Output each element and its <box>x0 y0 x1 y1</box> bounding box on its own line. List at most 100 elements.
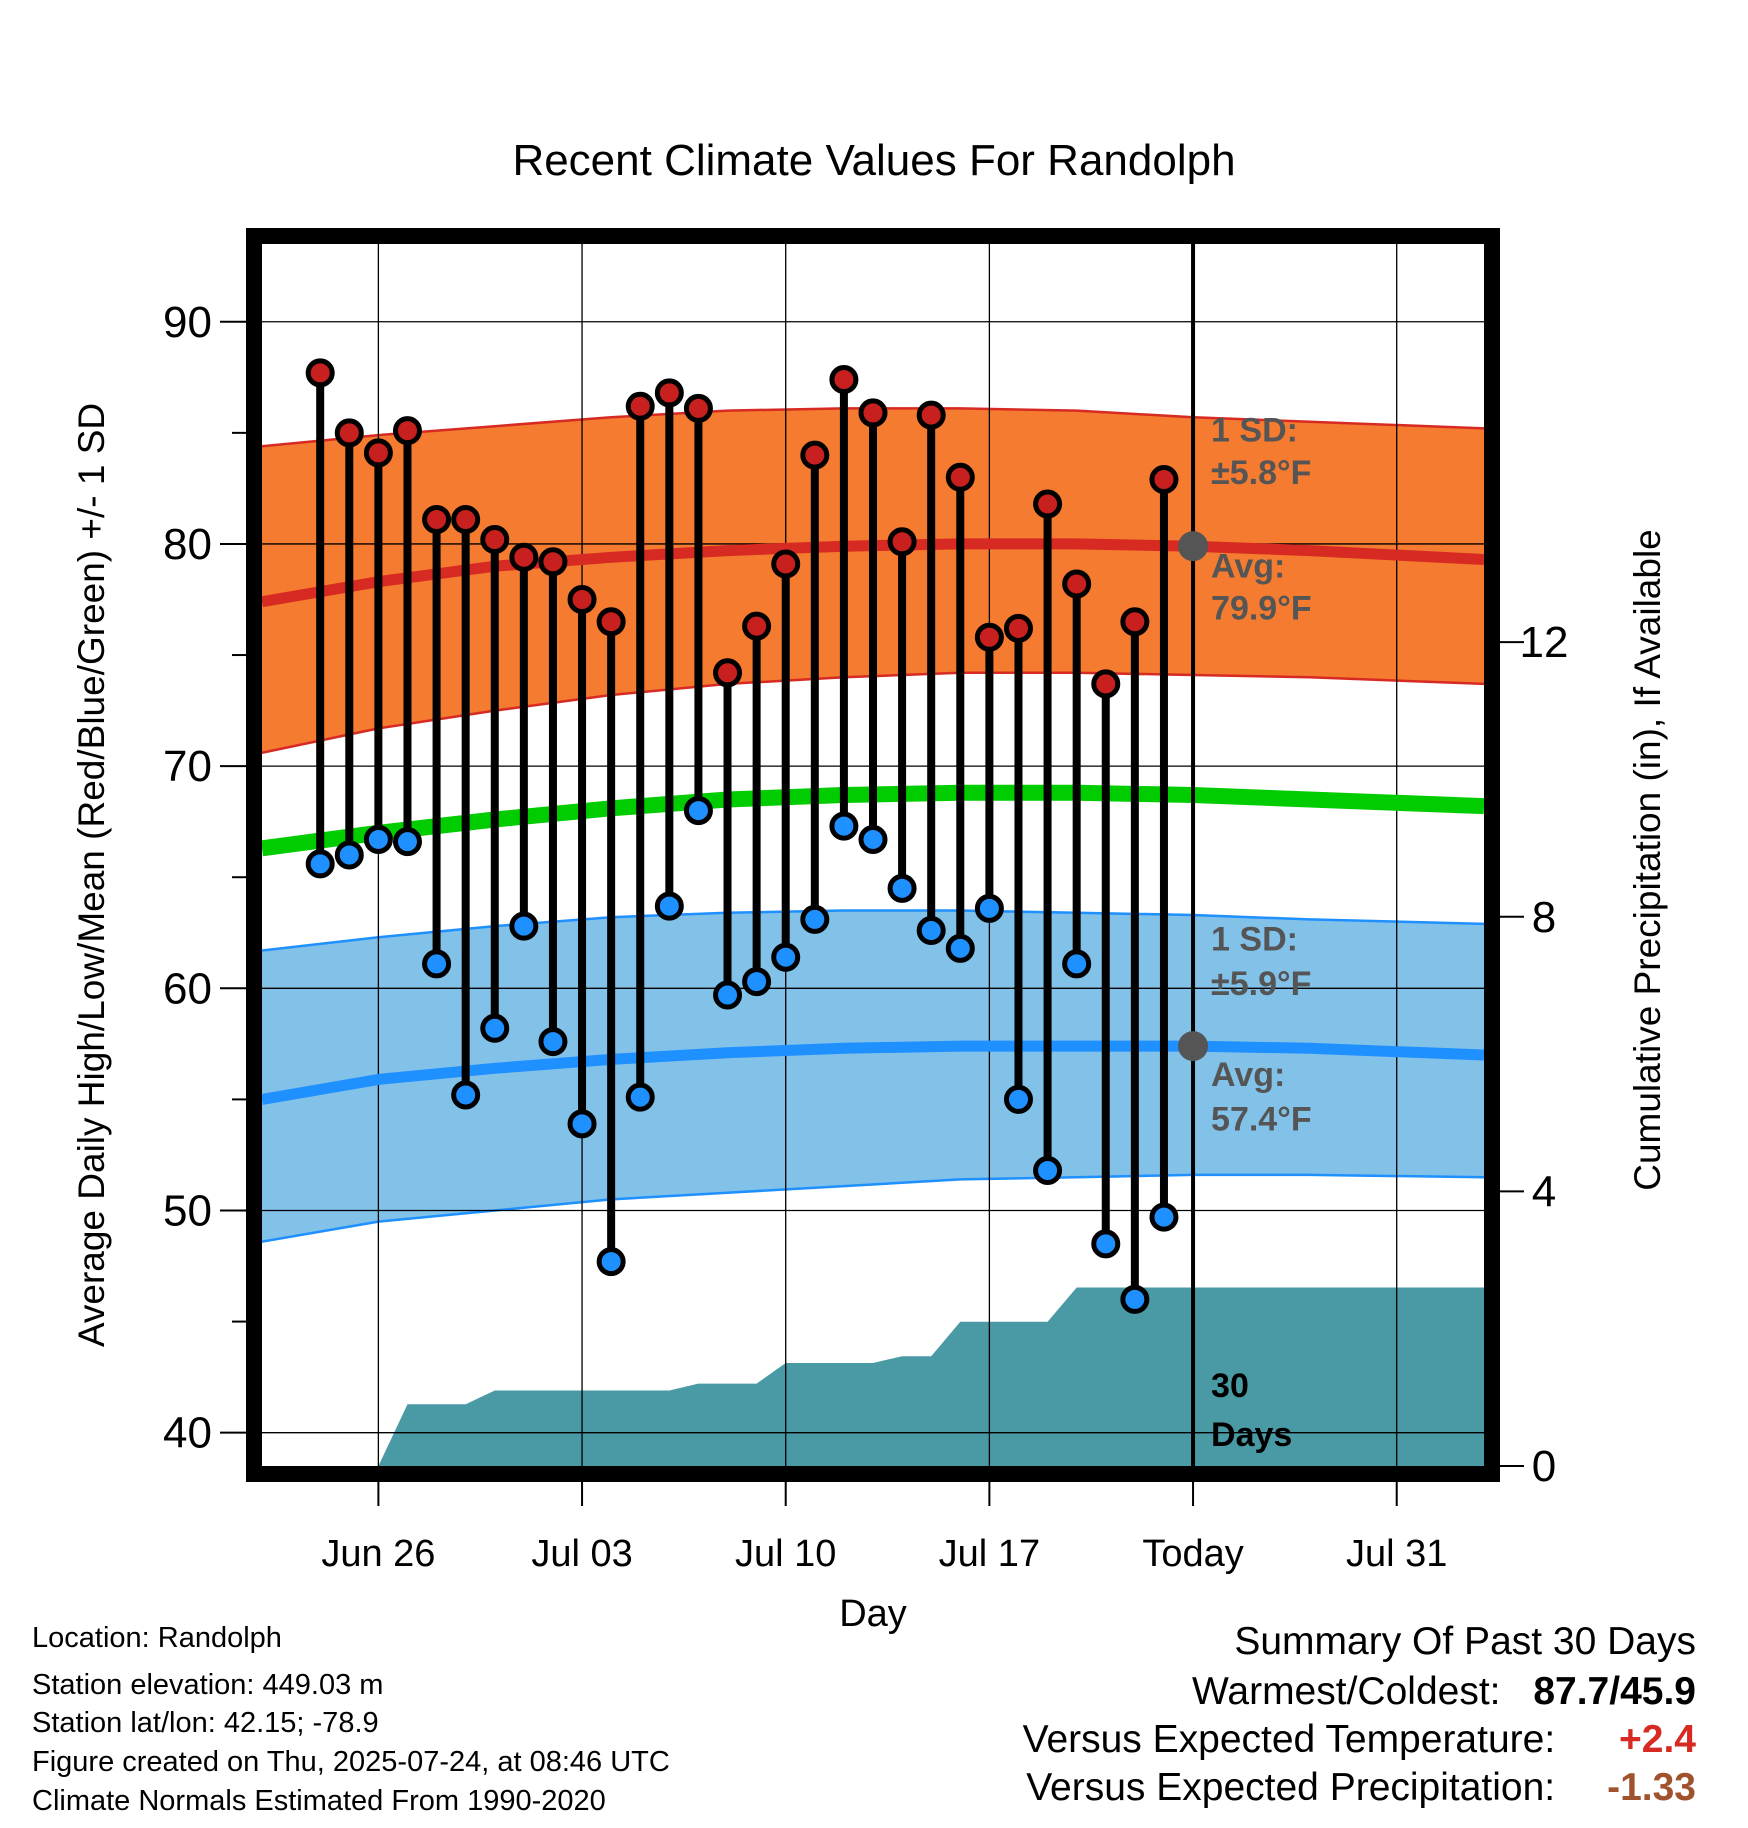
y2-tick-label: 8 <box>1532 893 1556 942</box>
daily-low-point <box>305 849 335 879</box>
daily-low-point <box>916 916 946 946</box>
daily-high-point <box>334 418 364 448</box>
daily-high-point <box>974 622 1004 652</box>
footer-normals: Climate Normals Estimated From 1990-2020 <box>32 1785 606 1817</box>
daily-low-point <box>1149 1202 1179 1232</box>
daily-high-point <box>654 378 684 408</box>
daily-low-point <box>567 1109 597 1139</box>
low-band-upper-edge <box>262 909 1484 952</box>
daily-low-point <box>1091 1229 1121 1259</box>
daily-high-point <box>1003 613 1033 643</box>
summary-temp-row: Versus Expected Temperature: +2.4 <box>1023 1718 1696 1762</box>
daily-high-point <box>509 542 539 572</box>
daily-high-point <box>363 438 393 468</box>
y2-axis-label: Cumulative Precipitation (in), If Availa… <box>1627 529 1668 1191</box>
daily-high-point <box>567 584 597 614</box>
plot-content <box>262 244 1484 1466</box>
y2-tick-label: 4 <box>1532 1167 1556 1216</box>
summary-temp-label: Versus Expected Temperature: <box>1022 1718 1556 1761</box>
daily-high-point <box>305 358 335 388</box>
y-tick-label: 70 <box>163 742 212 791</box>
summary-title: Summary Of Past 30 Days <box>1234 1620 1696 1663</box>
daily-high-point <box>771 549 801 579</box>
summary-warm-cold-value: 87.7/45.9 <box>1533 1670 1696 1713</box>
low-sd-value: ±5.9°F <box>1211 965 1311 1003</box>
low-avg-label: Avg: <box>1211 1056 1285 1094</box>
footer-latlon: Station lat/lon: 42.15; -78.9 <box>32 1707 379 1739</box>
chart-title: Recent Climate Values For Randolph <box>512 136 1235 185</box>
daily-low-point <box>1120 1284 1150 1314</box>
x-axis-label: Day <box>839 1593 907 1635</box>
daily-low-point <box>800 904 830 934</box>
daily-high-point <box>829 365 859 395</box>
x-tick-label: Jul 10 <box>735 1533 836 1575</box>
daily-low-point <box>742 967 772 997</box>
daily-high-point <box>1120 607 1150 637</box>
low-avg-value: 57.4°F <box>1211 1101 1312 1139</box>
daily-high-point <box>858 398 888 428</box>
daily-low-point <box>451 1080 481 1110</box>
y-tick-label: 60 <box>163 964 212 1013</box>
low-sd-band <box>262 910 1484 1242</box>
daily-low-point <box>713 980 743 1010</box>
daily-high-point <box>596 607 626 637</box>
daily-high-point <box>451 505 481 535</box>
days-label-line2: Days <box>1211 1416 1292 1454</box>
x-tick-label: Today <box>1142 1533 1243 1575</box>
high-sd-value: ±5.8°F <box>1211 454 1311 492</box>
high-avg-label: Avg: <box>1211 547 1285 585</box>
footer-created: Figure created on Thu, 2025-07-24, at 08… <box>32 1746 670 1778</box>
footer-location: Location: Randolph <box>32 1622 282 1654</box>
daily-low-point <box>596 1247 626 1277</box>
summary-precip-row: Versus Expected Precipitation: -1.33 <box>1026 1766 1696 1810</box>
daily-low-point <box>480 1013 510 1043</box>
low-band-lower-edge <box>262 1173 1484 1243</box>
high-avg-value: 79.9°F <box>1211 589 1312 627</box>
low-avg-line <box>262 1040 1484 1105</box>
daily-low-point <box>829 811 859 841</box>
daily-low-point <box>538 1027 568 1057</box>
daily-low-point <box>945 933 975 963</box>
daily-low-point <box>974 893 1004 923</box>
daily-high-point <box>422 505 452 535</box>
daily-low-point <box>887 873 917 903</box>
daily-low-point <box>1062 949 1092 979</box>
daily-high-point <box>1062 569 1092 599</box>
x-tick-label: Jun 26 <box>321 1533 435 1575</box>
daily-high-point <box>945 462 975 492</box>
daily-low-point <box>625 1082 655 1112</box>
today-low-avg-marker <box>1178 1031 1209 1062</box>
y-tick-label: 80 <box>163 520 212 569</box>
summary-warm-cold-row: Warmest/Coldest: 87.7/45.9 <box>1192 1670 1696 1714</box>
daily-high-point <box>538 547 568 577</box>
daily-high-point <box>683 393 713 423</box>
plot-frame <box>246 228 1500 1482</box>
daily-high-point <box>742 611 772 641</box>
days-label-line1: 30 <box>1211 1367 1249 1405</box>
summary-warm-cold-label: Warmest/Coldest: <box>1192 1670 1501 1713</box>
y-axis-label: Average Daily High/Low/Mean (Red/Blue/Gr… <box>71 403 112 1347</box>
daily-low-point <box>392 827 422 857</box>
daily-low-point <box>363 824 393 854</box>
daily-low-point <box>683 796 713 826</box>
precip-area <box>378 1287 1484 1466</box>
x-tick-label: Jul 31 <box>1346 1533 1447 1575</box>
daily-high-point <box>1091 669 1121 699</box>
summary-temp-value: +2.4 <box>1619 1718 1696 1761</box>
daily-high-point <box>916 400 946 430</box>
daily-low-point <box>422 949 452 979</box>
today-high-avg-marker <box>1178 531 1209 562</box>
y-tick-label: 50 <box>163 1186 212 1235</box>
y-tick-label: 90 <box>163 298 212 347</box>
daily-high-point <box>887 527 917 557</box>
daily-low-point <box>771 942 801 972</box>
daily-low-point <box>1003 1084 1033 1114</box>
daily-high-point <box>625 391 655 421</box>
high-sd-label: 1 SD: <box>1211 412 1298 450</box>
daily-low-point <box>858 824 888 854</box>
summary-precip-value: -1.33 <box>1607 1766 1696 1809</box>
daily-high-point <box>800 440 830 470</box>
daily-low-point <box>1033 1155 1063 1185</box>
y2-tick-label: 12 <box>1520 618 1569 667</box>
